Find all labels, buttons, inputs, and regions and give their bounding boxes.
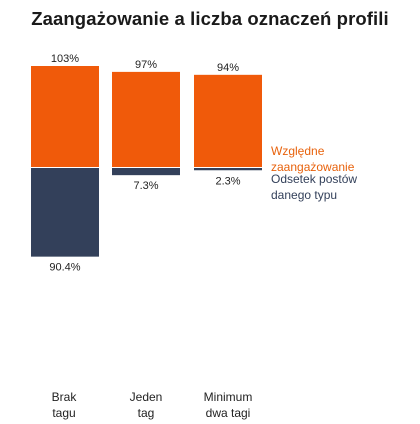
legend-engagement-line-2: zaangażowanie xyxy=(271,160,355,174)
legend-post-share-line-1: Odsetek postów xyxy=(271,172,358,186)
post-share-bar-two-tags xyxy=(194,168,262,171)
legend-post-share: Odsetek postów danego typu xyxy=(271,171,401,203)
x-label-two-tags-line-1: Minimum xyxy=(203,390,253,404)
engagement-label-no-tag: 103% xyxy=(51,53,79,65)
post-share-bar-one-tag xyxy=(112,168,180,176)
legend-engagement-line-1: Względne xyxy=(271,144,325,158)
legend-post-share-line-2: danego typu xyxy=(271,188,338,202)
post-share-label-two-tags: 2.3% xyxy=(215,175,240,187)
post-share-label-one-tag: 7.3% xyxy=(133,180,158,192)
x-label-two-tags: Minimum dwa tagi xyxy=(188,389,268,421)
legend-engagement: Względne zaangażowanie xyxy=(271,143,381,175)
engagement-label-one-tag: 97% xyxy=(135,59,157,71)
engagement-bar-one-tag xyxy=(112,71,180,167)
x-label-two-tags-line-2: dwa tagi xyxy=(205,406,251,420)
x-label-one-tag: Jeden tag xyxy=(106,389,186,421)
engagement-bar-two-tags xyxy=(194,74,262,167)
x-label-one-tag-line-1: Jeden xyxy=(129,390,163,404)
x-label-no-tag-line-2: tagu xyxy=(52,406,76,420)
x-label-no-tag-line-1: Brak xyxy=(51,390,77,404)
chart-title: Zaangażowanie a liczba oznaczeń profili xyxy=(31,8,389,29)
engagement-bar-no-tag xyxy=(31,66,99,167)
post-share-bar-no-tag xyxy=(31,168,99,257)
engagement-label-two-tags: 94% xyxy=(217,62,239,74)
post-share-label-no-tag: 90.4% xyxy=(49,262,80,274)
x-label-no-tag: Brak tagu xyxy=(24,389,104,421)
x-label-one-tag-line-2: tag xyxy=(137,406,155,420)
